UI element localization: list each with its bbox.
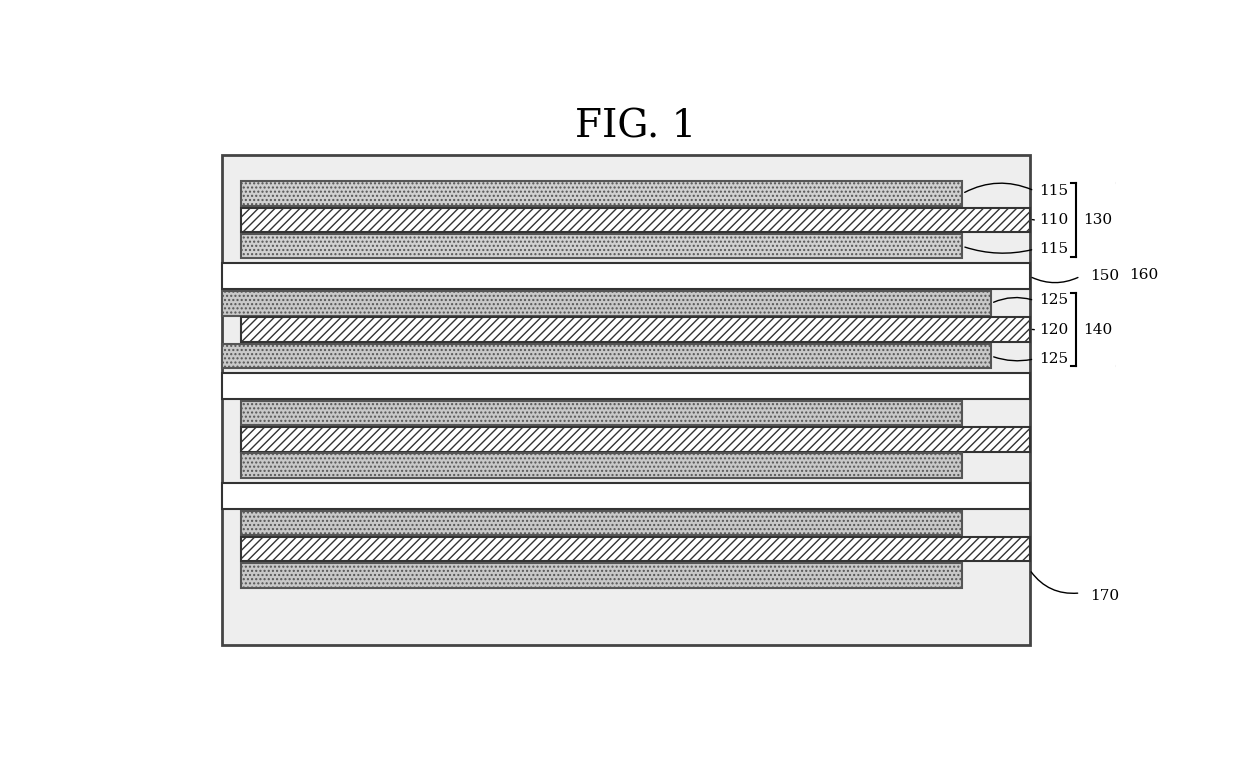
Text: FIG. 1: FIG. 1 (575, 108, 696, 146)
Bar (222, 343, 991, 368)
Text: 130: 130 (1084, 213, 1112, 227)
Bar (242, 401, 962, 425)
Bar (242, 428, 1029, 452)
Bar (242, 318, 1029, 342)
Text: 120: 120 (1039, 323, 1069, 337)
FancyArrowPatch shape (993, 297, 1032, 302)
Text: 150: 150 (1090, 269, 1120, 283)
Text: 140: 140 (1084, 323, 1112, 337)
FancyArrowPatch shape (965, 247, 1032, 253)
Bar (242, 563, 962, 587)
Bar (242, 511, 962, 535)
Text: 170: 170 (1090, 589, 1120, 603)
Text: 125: 125 (1039, 293, 1068, 308)
Bar (222, 373, 1029, 399)
Bar (242, 208, 1029, 232)
Text: 125: 125 (1039, 352, 1068, 366)
Bar (222, 155, 1029, 646)
FancyArrowPatch shape (965, 183, 1032, 193)
Bar (242, 234, 962, 258)
Text: 160: 160 (1130, 268, 1158, 282)
Bar (222, 263, 1029, 290)
FancyArrowPatch shape (1032, 572, 1078, 594)
Bar (222, 291, 991, 315)
Text: 115: 115 (1039, 242, 1068, 256)
Text: 110: 110 (1039, 213, 1069, 227)
FancyArrowPatch shape (993, 357, 1032, 361)
Text: 115: 115 (1039, 183, 1068, 198)
Bar (222, 483, 1029, 509)
Bar (242, 537, 1029, 562)
FancyArrowPatch shape (1032, 277, 1078, 283)
Bar (242, 453, 962, 478)
Bar (242, 181, 962, 206)
